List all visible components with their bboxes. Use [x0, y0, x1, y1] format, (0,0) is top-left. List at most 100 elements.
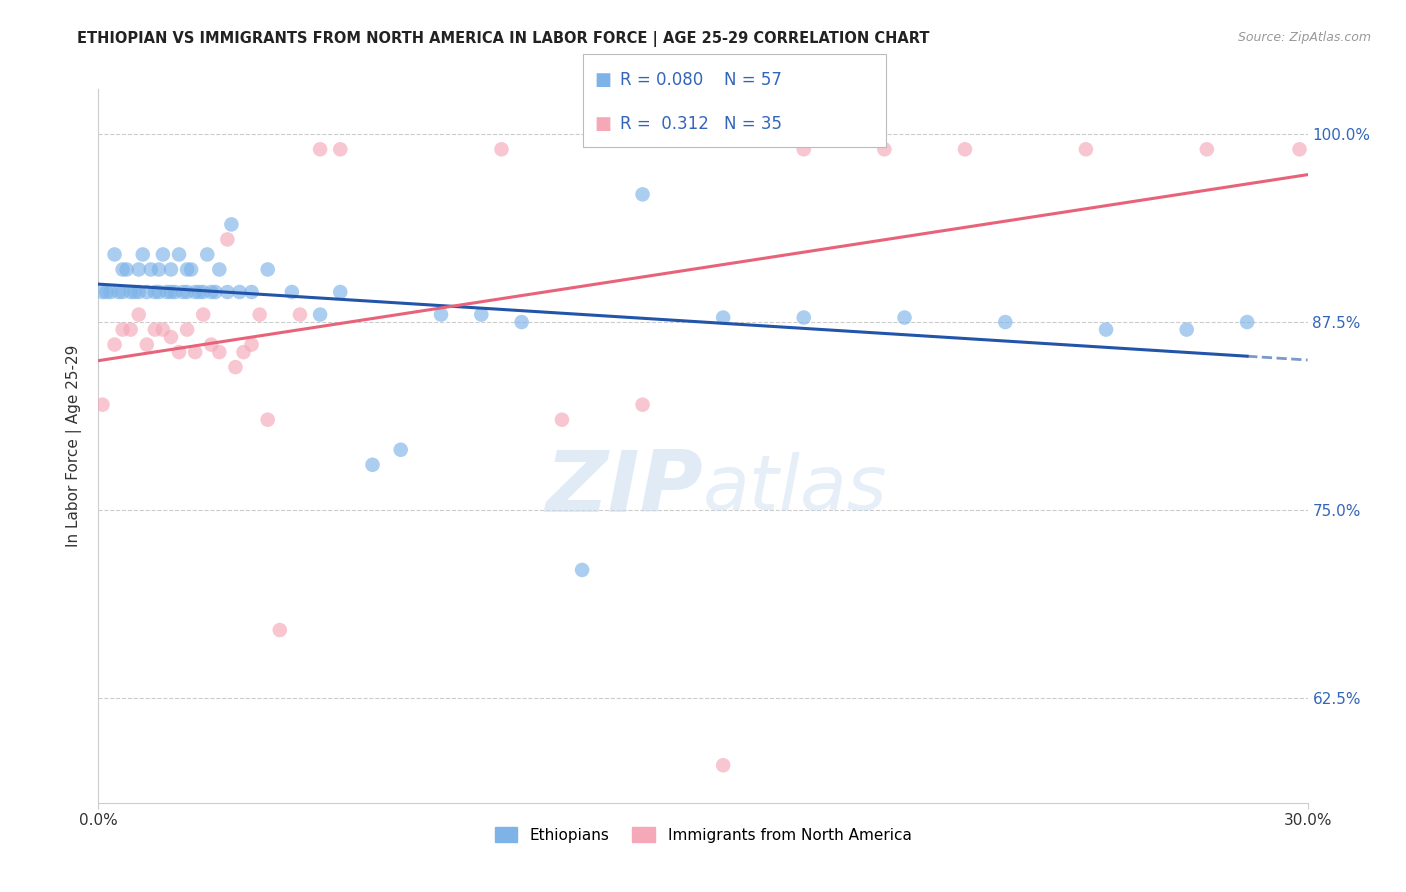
Text: ■: ■ — [595, 115, 612, 133]
Point — [188, 285, 211, 299]
Point — [711, 310, 734, 325]
Point — [281, 285, 304, 299]
Point — [152, 322, 174, 336]
Point — [167, 247, 190, 261]
Point — [176, 322, 198, 336]
Point — [193, 308, 215, 322]
Point — [115, 262, 138, 277]
Point — [1236, 315, 1258, 329]
Point — [100, 285, 122, 299]
Text: ETHIOPIAN VS IMMIGRANTS FROM NORTH AMERICA IN LABOR FORCE | AGE 25-29 CORRELATIO: ETHIOPIAN VS IMMIGRANTS FROM NORTH AMERI… — [77, 31, 929, 47]
Point — [152, 247, 174, 261]
Point — [143, 322, 166, 336]
Point — [1175, 322, 1198, 336]
Point — [132, 247, 155, 261]
Point — [176, 262, 198, 277]
Point — [167, 345, 190, 359]
Point — [193, 285, 215, 299]
Point — [793, 310, 815, 325]
Point — [240, 337, 263, 351]
Point — [240, 285, 263, 299]
Point — [551, 413, 574, 427]
Point — [217, 232, 239, 246]
Point — [200, 285, 222, 299]
Point — [135, 337, 157, 351]
Point — [1095, 322, 1118, 336]
Point — [128, 285, 150, 299]
Point — [208, 345, 231, 359]
Point — [711, 758, 734, 772]
Point — [180, 262, 202, 277]
Point — [361, 458, 384, 472]
Text: N = 35: N = 35 — [724, 115, 782, 133]
Point — [631, 398, 654, 412]
Point — [96, 285, 118, 299]
Point — [156, 285, 179, 299]
Point — [873, 142, 896, 156]
Point — [128, 308, 150, 322]
Point — [288, 308, 311, 322]
Point — [91, 285, 114, 299]
Point — [111, 262, 134, 277]
Text: atlas: atlas — [703, 452, 887, 525]
Point — [148, 262, 170, 277]
Point — [631, 187, 654, 202]
Point — [1195, 142, 1218, 156]
Point — [184, 285, 207, 299]
Text: ZIP: ZIP — [546, 447, 703, 531]
Point — [470, 308, 492, 322]
Point — [329, 142, 352, 156]
Point — [329, 285, 352, 299]
Point — [953, 142, 976, 156]
Point — [994, 315, 1017, 329]
Point — [1288, 142, 1310, 156]
Text: N = 57: N = 57 — [724, 70, 782, 88]
Point — [221, 218, 243, 232]
Point — [107, 285, 129, 299]
Point — [163, 285, 186, 299]
Text: R = 0.080: R = 0.080 — [620, 70, 703, 88]
Point — [200, 337, 222, 351]
Text: ■: ■ — [595, 70, 612, 88]
Point — [139, 262, 162, 277]
Point — [91, 398, 114, 412]
Point — [111, 285, 134, 299]
Text: Source: ZipAtlas.com: Source: ZipAtlas.com — [1237, 31, 1371, 45]
Point — [1074, 142, 1097, 156]
Point — [224, 360, 246, 375]
Point — [893, 310, 915, 325]
Point — [124, 285, 146, 299]
Point — [208, 262, 231, 277]
Point — [430, 308, 453, 322]
Point — [389, 442, 412, 457]
Point — [103, 247, 125, 261]
Point — [309, 142, 332, 156]
Point — [103, 337, 125, 351]
Point — [217, 285, 239, 299]
Point — [309, 308, 332, 322]
Point — [232, 345, 254, 359]
Point — [128, 262, 150, 277]
Point — [160, 285, 183, 299]
Point — [249, 308, 271, 322]
Point — [111, 322, 134, 336]
Point — [172, 285, 194, 299]
Point — [184, 345, 207, 359]
Point — [120, 285, 142, 299]
Point — [135, 285, 157, 299]
Point — [571, 563, 593, 577]
Point — [160, 262, 183, 277]
Point — [793, 142, 815, 156]
Point — [269, 623, 291, 637]
Point — [148, 285, 170, 299]
Point — [143, 285, 166, 299]
Point — [195, 247, 218, 261]
Point — [120, 322, 142, 336]
Text: R =  0.312: R = 0.312 — [620, 115, 709, 133]
Y-axis label: In Labor Force | Age 25-29: In Labor Force | Age 25-29 — [66, 345, 83, 547]
Point — [256, 262, 278, 277]
Legend: Ethiopians, Immigrants from North America: Ethiopians, Immigrants from North Americ… — [488, 821, 918, 848]
Point — [176, 285, 198, 299]
Point — [160, 330, 183, 344]
Point — [204, 285, 226, 299]
